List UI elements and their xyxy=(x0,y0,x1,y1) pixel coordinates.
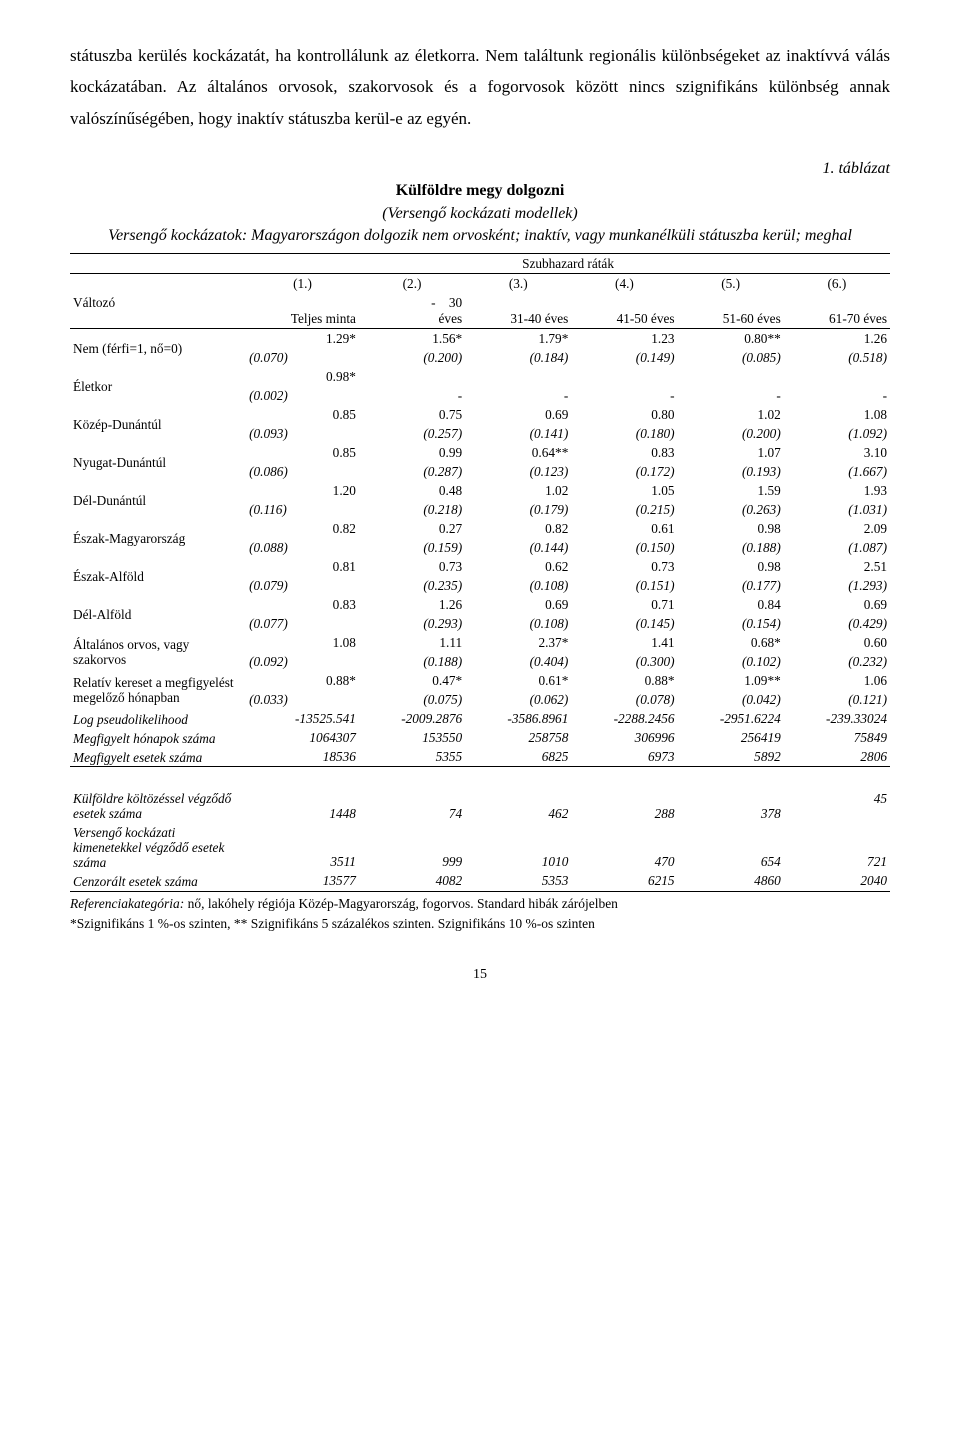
subhazard-header: Szubhazard ráták xyxy=(246,254,890,274)
main-table: Szubhazard ráták (1.)(2.)(3.)(4.)(5.)(6.… xyxy=(70,253,890,891)
title-sub1: (Versengő kockázati modellek) xyxy=(382,205,577,222)
table-title: Külföldre megy dolgozni (Versengő kockáz… xyxy=(70,180,890,247)
table-number: 1. táblázat xyxy=(70,160,890,178)
title-bold: Külföldre megy dolgozni xyxy=(396,182,565,199)
footnote-2: *Szignifikáns 1 %-os szinten, ** Szignif… xyxy=(70,915,890,933)
footnote-1: Referenciakategória: nő, lakóhely régiój… xyxy=(70,895,890,913)
intro-paragraph: státuszba kerülés kockázatát, ha kontrol… xyxy=(70,40,890,134)
page-number: 15 xyxy=(70,967,890,983)
title-sub2: Versengő kockázatok: Magyarországon dolg… xyxy=(108,227,852,244)
